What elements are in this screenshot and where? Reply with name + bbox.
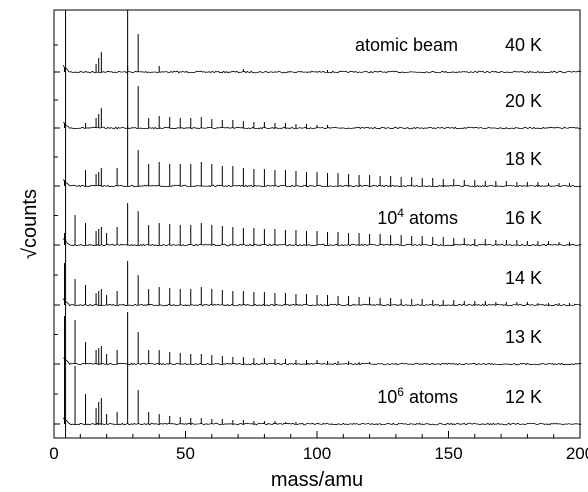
trace-baseline: [62, 238, 582, 247]
trace-note-label: atomic beam: [355, 35, 458, 55]
spectrum-trace-40k: [62, 10, 582, 74]
trace-group: [62, 10, 582, 438]
x-tick-label: 150: [434, 444, 462, 463]
spectrum-trace-14k: [62, 261, 582, 307]
plot-frame: [53, 9, 581, 439]
x-tick-label: 200: [566, 444, 588, 463]
y-axis-label: √counts: [19, 189, 41, 259]
spectrum-trace-16k: [62, 203, 582, 247]
trace-baseline: [62, 65, 582, 74]
temperature-label: 16 K: [505, 208, 542, 228]
trace-note-label: 104 atoms: [377, 206, 458, 228]
label-group: 40 K atomic beam 20 K 18 K 16 K 104 atoms 14 K…: [355, 35, 542, 407]
trace-baseline: [62, 417, 582, 426]
x-tick-label: 50: [176, 444, 195, 463]
trace-baseline: [62, 298, 582, 307]
tick-group: 0 50 100 150 200: [49, 44, 588, 463]
temperature-label: 14 K: [505, 268, 542, 288]
x-tick-label: 100: [303, 444, 331, 463]
trace-baseline: [62, 179, 582, 188]
x-tick-label: 0: [49, 444, 58, 463]
x-axis-label: mass/amu: [271, 469, 363, 491]
trace-note-label: 106 atoms: [377, 385, 458, 407]
spectrum-trace-13k: [63, 312, 582, 366]
spectrum-trace-18k: [62, 126, 582, 188]
trace-baseline: [63, 357, 582, 366]
temperature-label: 18 K: [505, 149, 542, 169]
spectrum-trace-12k: [62, 362, 582, 426]
trace-baseline: [62, 121, 582, 130]
temperature-label: 20 K: [505, 91, 542, 111]
temperature-label: 12 K: [505, 387, 542, 407]
temperature-label: 13 K: [505, 327, 542, 347]
temperature-label: 40 K: [505, 35, 542, 55]
spectrum-trace-20k: [62, 66, 582, 130]
